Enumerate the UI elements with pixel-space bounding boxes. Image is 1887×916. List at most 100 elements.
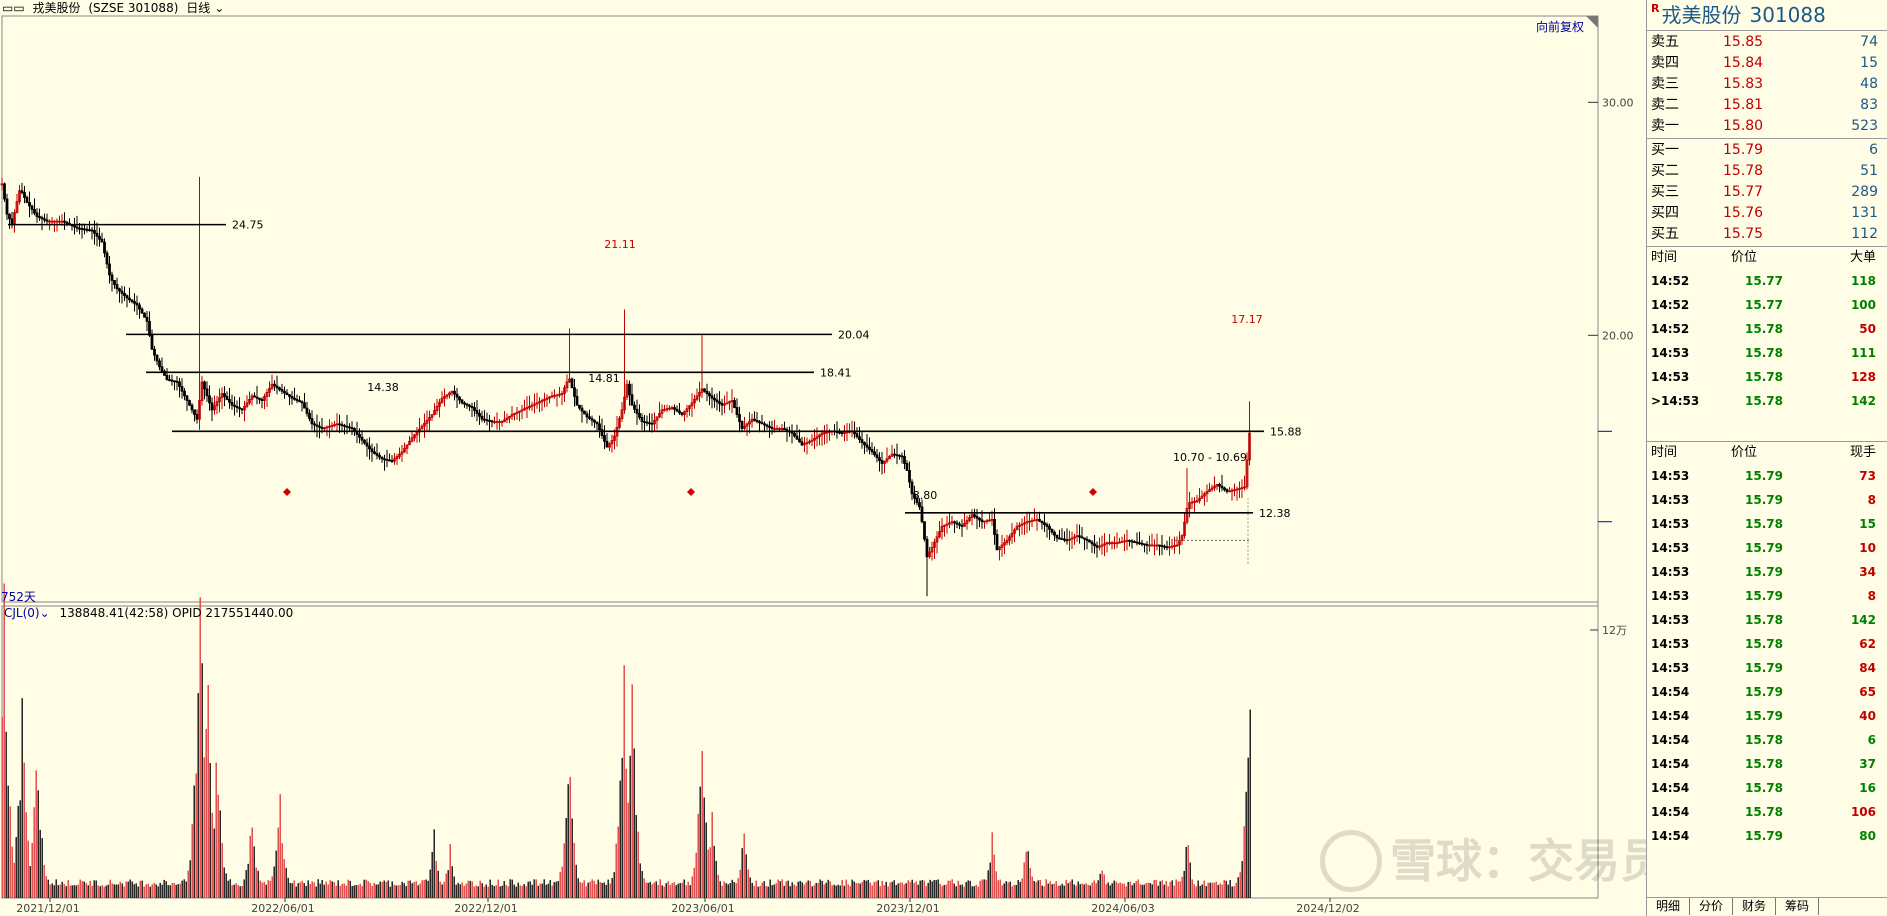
bid-row[interactable]: 买二 15.78 51 xyxy=(1647,161,1887,182)
candle-body xyxy=(685,408,689,413)
volume-bar xyxy=(1095,883,1097,898)
tick-row[interactable]: 14:54 15.79 40 xyxy=(1647,704,1887,728)
candle-body xyxy=(1150,544,1154,547)
candle-body xyxy=(530,404,534,407)
big-order-row[interactable]: 14:53 15.78 111 xyxy=(1647,341,1887,365)
ticks-list[interactable]: 14:53 15.79 73 14:53 15.79 8 14:53 15.78 15 14:53… xyxy=(1647,464,1887,848)
bid-row[interactable]: 买一 15.79 6 xyxy=(1647,140,1887,161)
volume-bar xyxy=(191,824,193,898)
volume-bar xyxy=(967,880,969,898)
tick-row[interactable]: 14:53 15.79 10 xyxy=(1647,536,1887,560)
candle-body xyxy=(928,551,931,558)
bid-row[interactable]: 买五 15.75 112 xyxy=(1647,224,1887,245)
tick-volume: 37 xyxy=(1859,757,1876,771)
big-order-row[interactable]: 14:53 15.78 128 xyxy=(1647,365,1887,389)
volume-bar xyxy=(231,885,233,898)
candle-body xyxy=(93,230,96,234)
tick-row[interactable]: 14:53 15.79 84 xyxy=(1647,656,1887,680)
volume-bar xyxy=(557,881,559,898)
bid-volume: 112 xyxy=(1851,226,1878,242)
volume-bar xyxy=(315,886,317,898)
big-order-row[interactable]: 14:52 15.78 50 xyxy=(1647,317,1887,341)
volume-bar xyxy=(387,880,389,898)
volume-bar xyxy=(781,879,783,898)
big-order-row[interactable]: 14:52 15.77 118 xyxy=(1647,269,1887,293)
volume-bar xyxy=(1067,883,1069,898)
volume-bar xyxy=(1,716,3,898)
ask-row[interactable]: 卖一 15.80 523 xyxy=(1647,116,1887,137)
side-stock-code: 301088 xyxy=(1749,3,1826,27)
volume-bar xyxy=(933,880,935,898)
side-tab[interactable]: 筹码 xyxy=(1776,898,1820,915)
tick-row[interactable]: 14:53 15.79 8 xyxy=(1647,584,1887,608)
tick-row[interactable]: 14:54 15.78 37 xyxy=(1647,752,1887,776)
volume-bar xyxy=(539,883,541,898)
candle-body xyxy=(1175,544,1179,547)
volume-bar xyxy=(721,885,723,898)
tick-row[interactable]: 14:54 15.78 16 xyxy=(1647,776,1887,800)
volume-bar xyxy=(959,884,961,898)
price-volume-chart[interactable]: 30.00 20.00 2021/12/01 2022/06/01 2022/12/01… xyxy=(0,0,1646,916)
candle-body xyxy=(543,398,546,401)
bid-row[interactable]: 买三 15.77 289 xyxy=(1647,182,1887,203)
chart-area[interactable]: 30.00 20.00 2021/12/01 2022/06/01 2022/12/01… xyxy=(0,0,1758,916)
tick-row[interactable]: 14:54 15.78 106 xyxy=(1647,800,1887,824)
ask-row[interactable]: 卖二 15.81 83 xyxy=(1647,95,1887,116)
candle-body xyxy=(1045,524,1049,527)
tick-row[interactable]: 14:53 15.78 15 xyxy=(1647,512,1887,536)
tick-row[interactable]: 14:53 15.78 62 xyxy=(1647,632,1887,656)
side-tab[interactable]: 分价 xyxy=(1690,898,1734,915)
candle-body xyxy=(730,400,734,403)
tick-time: 14:54 xyxy=(1651,757,1690,771)
big-order-row[interactable]: 14:52 15.77 100 xyxy=(1647,293,1887,317)
volume-bar xyxy=(17,805,19,898)
candle-body xyxy=(713,397,716,401)
ask-row[interactable]: 卖四 15.84 15 xyxy=(1647,53,1887,74)
candle-body xyxy=(763,423,766,426)
candle-body xyxy=(715,399,719,403)
ask-row[interactable]: 卖五 15.85 74 xyxy=(1647,32,1887,53)
volume-bar xyxy=(275,850,277,898)
volume-bar xyxy=(887,886,889,898)
big-orders-list[interactable]: 14:52 15.77 118 14:52 15.77 100 14:52 15.78 50 14… xyxy=(1647,269,1887,413)
candle-body xyxy=(665,408,669,411)
candle-body xyxy=(700,388,704,393)
tick-row[interactable]: 14:53 15.79 8 xyxy=(1647,488,1887,512)
side-tab[interactable]: 明细 xyxy=(1647,898,1691,915)
candle-body xyxy=(580,407,584,412)
candle-body xyxy=(1035,518,1039,521)
volume-bar xyxy=(683,879,685,898)
tick-row[interactable]: 14:54 15.78 6 xyxy=(1647,728,1887,752)
price-annotation: 14.38 xyxy=(367,381,399,394)
volume-bar xyxy=(843,885,845,898)
candle-body xyxy=(535,402,539,405)
chart-type-icon[interactable]: ▭▭ xyxy=(2,1,25,15)
volume-indicator-selector[interactable]: CJL(0)⌄ xyxy=(4,606,50,620)
volume-bar xyxy=(187,870,189,898)
candle-body xyxy=(690,402,694,407)
candle-body xyxy=(440,397,444,403)
side-stock-header: R 戎美股份 301088 xyxy=(1647,0,1887,31)
candle-body xyxy=(13,212,16,224)
volume-bar xyxy=(459,884,461,898)
volume-bar xyxy=(925,886,927,898)
volume-bar xyxy=(955,886,957,898)
header-time: 时间 xyxy=(1651,250,1678,265)
bid-row[interactable]: 买四 15.76 131 xyxy=(1647,203,1887,224)
candle-body xyxy=(533,403,536,406)
candle-body xyxy=(1060,538,1064,541)
volume-bar xyxy=(129,879,131,898)
volume-bar xyxy=(1199,885,1201,898)
tick-row[interactable]: 14:54 15.79 65 xyxy=(1647,680,1887,704)
candle-body xyxy=(483,418,486,421)
tick-row[interactable]: 14:53 15.78 142 xyxy=(1647,608,1887,632)
tick-time: 14:54 xyxy=(1651,781,1690,795)
restore-rights-button[interactable]: 向前复权 xyxy=(1536,20,1585,34)
tick-row[interactable]: 14:54 15.79 80 xyxy=(1647,824,1887,848)
tick-row[interactable]: 14:53 15.79 34 xyxy=(1647,560,1887,584)
period-selector[interactable]: 日线 ⌄ xyxy=(186,1,228,15)
big-order-row[interactable]: >14:53 15.78 142 xyxy=(1647,389,1887,413)
tick-row[interactable]: 14:53 15.79 73 xyxy=(1647,464,1887,488)
side-tab[interactable]: 财务 xyxy=(1733,898,1777,915)
ask-row[interactable]: 卖三 15.83 48 xyxy=(1647,74,1887,95)
